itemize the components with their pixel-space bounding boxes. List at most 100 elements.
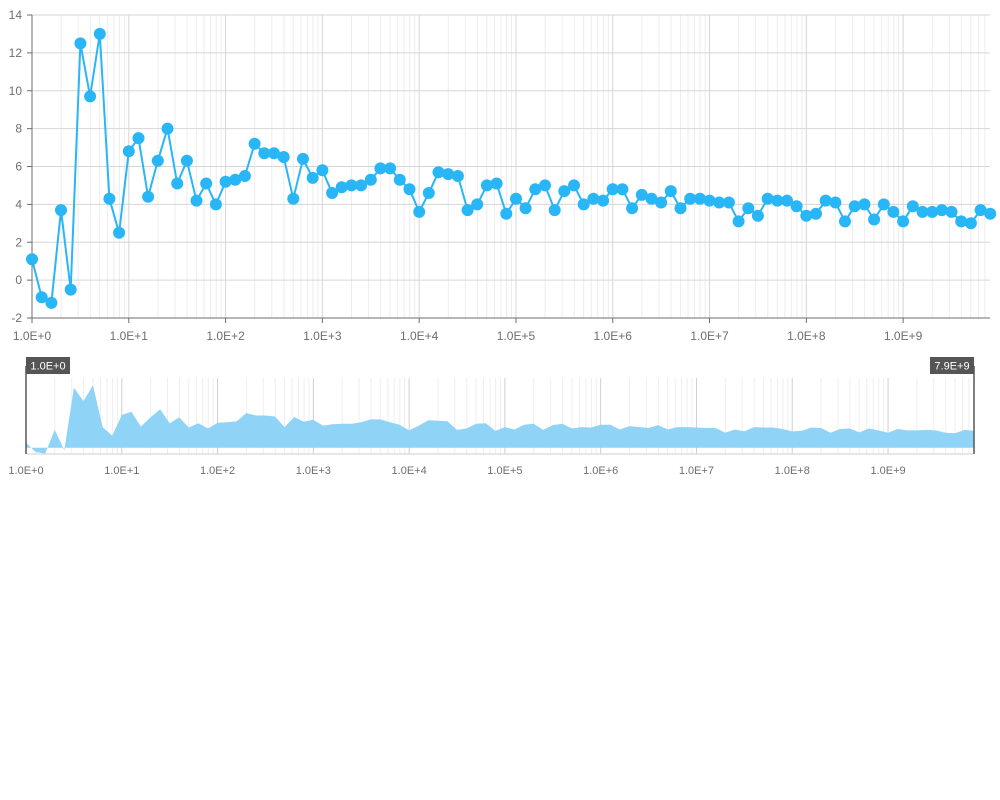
data-point[interactable] [742, 202, 755, 215]
data-point[interactable] [238, 170, 251, 182]
data-point[interactable] [877, 198, 890, 211]
data-point[interactable] [858, 198, 871, 211]
data-point[interactable] [829, 196, 842, 209]
data-point[interactable] [645, 192, 658, 205]
data-point[interactable] [500, 207, 513, 220]
data-point[interactable] [316, 164, 329, 177]
data-point[interactable] [916, 205, 929, 218]
data-point[interactable] [626, 202, 639, 215]
data-point[interactable] [810, 207, 822, 220]
data-point[interactable] [616, 183, 629, 196]
data-point[interactable] [587, 192, 600, 205]
data-point[interactable] [897, 215, 910, 228]
data-point[interactable] [219, 175, 232, 188]
data-point[interactable] [490, 177, 503, 190]
data-point[interactable] [684, 192, 697, 205]
data-point[interactable] [171, 177, 184, 190]
data-point[interactable] [442, 168, 455, 181]
data-point[interactable] [655, 196, 668, 209]
data-point[interactable] [180, 154, 193, 167]
data-point[interactable] [461, 204, 474, 217]
data-point[interactable] [732, 215, 745, 228]
data-point[interactable] [935, 204, 948, 217]
data-point[interactable] [597, 194, 610, 207]
data-point[interactable] [848, 200, 861, 213]
data-point[interactable] [945, 205, 958, 218]
data-point[interactable] [606, 183, 619, 196]
data-point[interactable] [539, 179, 551, 192]
data-point[interactable] [55, 204, 67, 217]
data-point[interactable] [26, 253, 38, 266]
data-point[interactable] [200, 177, 213, 190]
data-point[interactable] [984, 207, 997, 220]
data-point[interactable] [781, 194, 793, 207]
data-point[interactable] [258, 147, 271, 160]
data-point[interactable] [771, 194, 784, 207]
data-point[interactable] [413, 205, 426, 218]
data-point[interactable] [35, 291, 48, 304]
data-point[interactable] [64, 283, 77, 296]
data-point[interactable] [510, 192, 522, 205]
data-point[interactable] [964, 217, 977, 230]
data-point[interactable] [345, 179, 358, 192]
data-point[interactable] [306, 171, 319, 184]
data-point[interactable] [471, 198, 484, 211]
data-point[interactable] [703, 194, 716, 207]
data-point[interactable] [577, 198, 590, 211]
data-point[interactable] [84, 90, 97, 103]
data-point[interactable] [480, 179, 493, 192]
data-point[interactable] [422, 187, 435, 199]
data-point[interactable] [364, 173, 377, 186]
navigator-handles[interactable]: 1.0E+0 7.9E+9 [25, 357, 975, 454]
data-point[interactable] [403, 183, 416, 196]
data-point[interactable] [839, 215, 851, 228]
data-point[interactable] [268, 147, 280, 160]
data-point[interactable] [355, 179, 368, 192]
data-point[interactable] [161, 122, 174, 135]
data-point[interactable] [761, 192, 774, 205]
data-point[interactable] [103, 192, 116, 205]
data-point[interactable] [974, 204, 987, 217]
data-point[interactable] [248, 137, 261, 150]
data-point[interactable] [887, 205, 900, 218]
data-point[interactable] [800, 209, 813, 222]
data-point[interactable] [790, 200, 803, 213]
data-point[interactable] [558, 185, 571, 198]
data-point[interactable] [568, 179, 580, 192]
data-point[interactable] [326, 187, 339, 199]
data-point[interactable] [229, 173, 242, 186]
data-point[interactable] [132, 132, 145, 145]
data-point[interactable] [529, 183, 542, 196]
data-point[interactable] [635, 188, 648, 201]
data-point[interactable] [819, 194, 832, 207]
data-point[interactable] [209, 198, 222, 211]
data-point[interactable] [664, 185, 677, 198]
data-point[interactable] [868, 213, 881, 226]
data-point[interactable] [722, 196, 735, 209]
data-point[interactable] [297, 152, 309, 165]
data-point[interactable] [955, 215, 968, 228]
data-point[interactable] [713, 196, 726, 209]
data-point[interactable] [45, 296, 58, 309]
data-point[interactable] [93, 27, 106, 40]
data-point[interactable] [751, 209, 764, 222]
data-point[interactable] [519, 202, 532, 215]
data-point[interactable] [113, 226, 126, 239]
data-point[interactable] [432, 166, 445, 179]
data-point[interactable] [190, 194, 203, 207]
data-point[interactable] [335, 181, 348, 194]
data-point[interactable] [674, 202, 687, 215]
data-point[interactable] [287, 192, 300, 205]
data-point[interactable] [384, 162, 397, 175]
data-point[interactable] [74, 37, 87, 50]
data-point[interactable] [151, 154, 164, 167]
data-point[interactable] [142, 190, 155, 203]
data-point[interactable] [374, 162, 387, 175]
data-point[interactable] [451, 170, 464, 182]
data-point[interactable] [693, 192, 706, 205]
data-point[interactable] [277, 151, 290, 163]
range-navigator[interactable]: 1.0E+0 1.0E+1 1.0E+2 1.0E+3 1.0E+4 1.0E+5 1.0E… [0, 350, 1000, 480]
data-point[interactable] [122, 145, 135, 158]
data-point[interactable] [548, 204, 561, 217]
data-point[interactable] [393, 173, 406, 186]
